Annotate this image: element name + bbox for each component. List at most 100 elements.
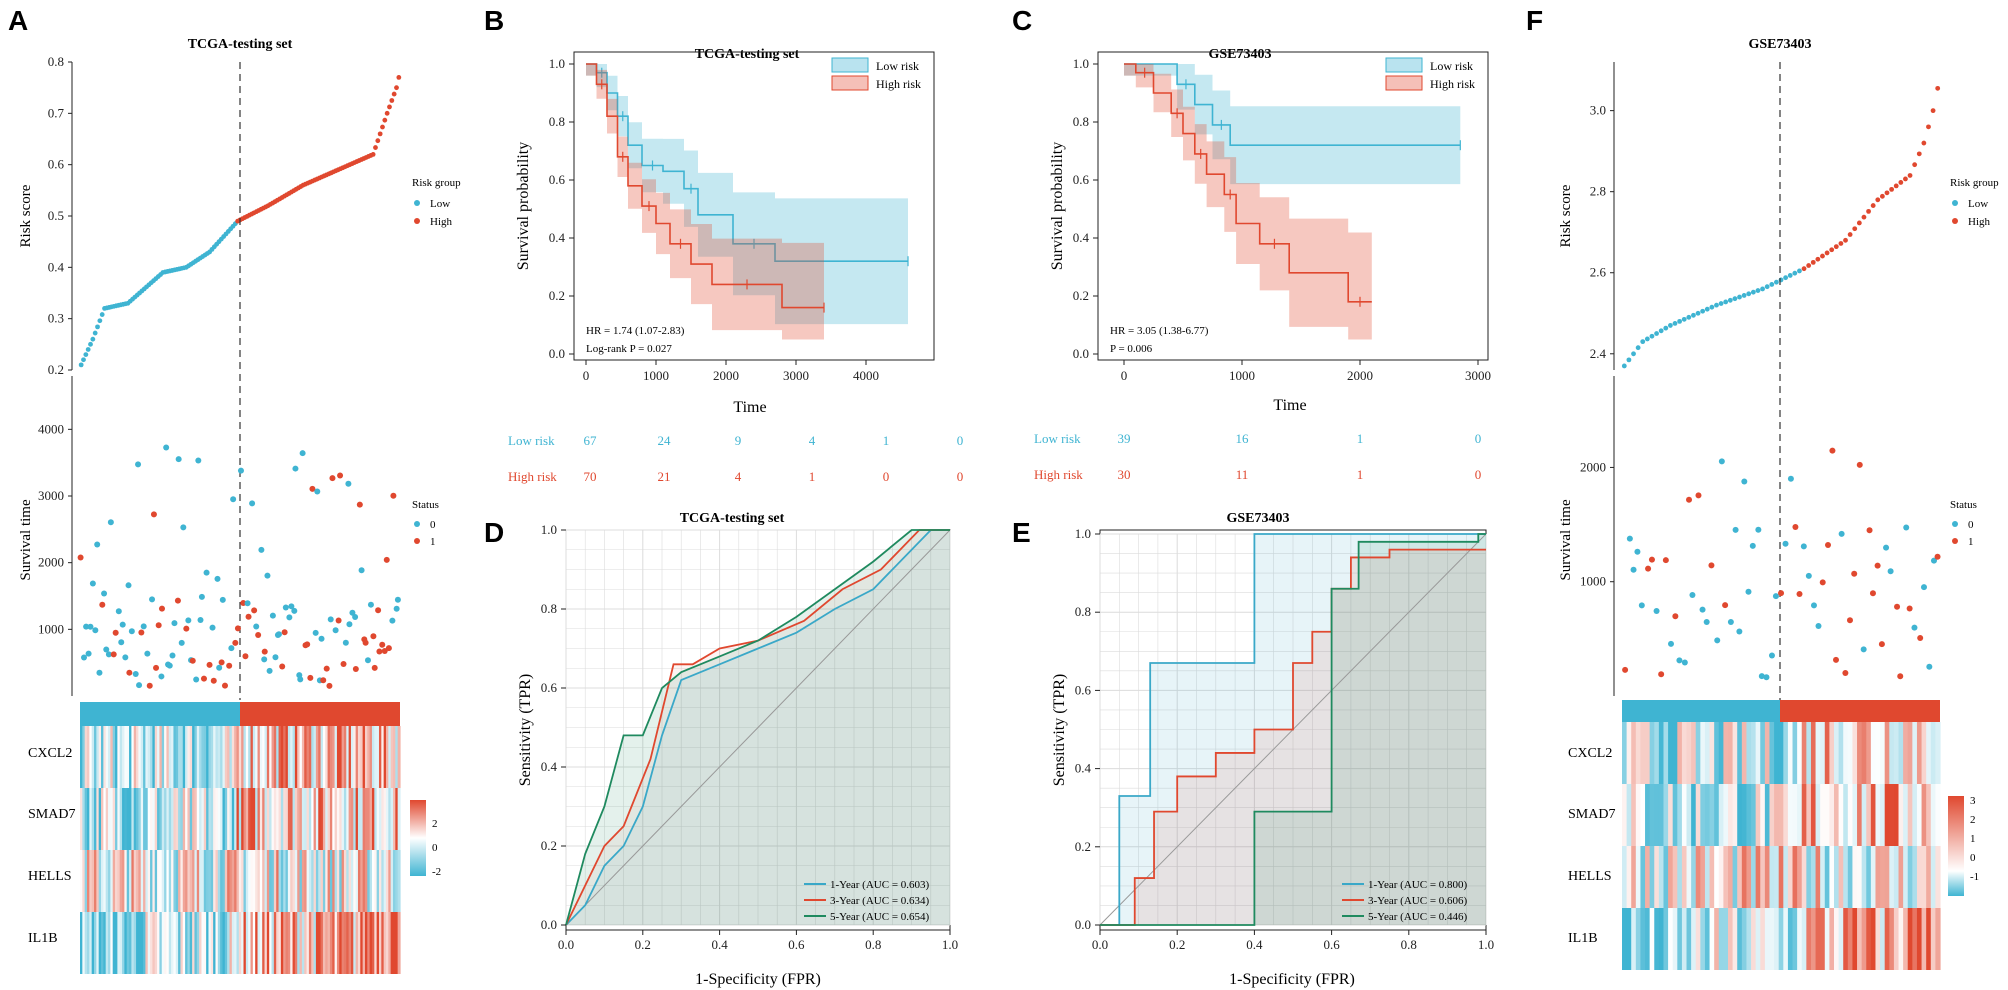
c-risk-table-value: 11 <box>1236 467 1249 482</box>
f-heat-cell <box>1824 846 1830 908</box>
f-heat-cell <box>1635 908 1642 970</box>
a-surv-point <box>251 607 258 614</box>
panel-f-score-ylabel: Risk score <box>1558 184 1574 247</box>
f-heat-cell <box>1723 846 1729 908</box>
a-heat-cell <box>234 788 238 850</box>
a-heat-cell <box>273 788 277 850</box>
f-surv-point <box>1934 553 1941 560</box>
a-surv-point <box>193 676 200 683</box>
f-heat-cell <box>1751 846 1757 908</box>
e-xtick-label: 1.0 <box>1478 937 1494 952</box>
a-surv-point <box>307 674 314 681</box>
a-heat-cell <box>250 912 254 974</box>
b-risk-table-value: 1 <box>883 433 890 448</box>
d-ytick-label: 0.4 <box>541 759 558 774</box>
f-score-point <box>1806 263 1812 268</box>
a-heat-cell <box>199 726 203 788</box>
a-heat-cell <box>168 850 172 912</box>
a-heat-cell <box>290 912 294 974</box>
a-heat-cell <box>82 912 86 974</box>
a-heat-cell <box>133 912 137 974</box>
f-heat-cell <box>1778 784 1784 846</box>
a-heat-cell <box>224 788 228 850</box>
a-surv-point <box>318 635 325 642</box>
f-surv-point <box>1782 540 1789 547</box>
a-heat-cell <box>306 726 310 788</box>
panel-c-risk-table-row-low: Low risk <box>1034 431 1081 446</box>
f-score-point <box>1875 197 1881 203</box>
a-heat-cell <box>390 912 394 974</box>
panel-label-d: D <box>484 517 504 548</box>
a-heat-cell <box>292 850 296 912</box>
a-heat-cell <box>264 850 268 912</box>
a-score-point <box>85 347 91 352</box>
f-heat-cell <box>1691 722 1697 784</box>
a-heat-cell <box>264 912 268 974</box>
panel-d-legend-1yr: 1-Year (AUC = 0.603) <box>830 879 930 891</box>
a-heat-cell <box>390 788 394 850</box>
f-heat-cell <box>1668 722 1674 784</box>
a-heat-cell <box>322 788 326 850</box>
a-heat-cell <box>157 912 161 974</box>
a-heat-cell <box>136 788 139 850</box>
a-surv-point <box>326 682 333 689</box>
a-heat-cell <box>150 912 154 974</box>
a-surv-point <box>118 639 125 646</box>
c-km-line-high <box>1124 63 1372 303</box>
panel-f-gene-label: CXCL2 <box>1568 746 1612 761</box>
f-score-point <box>1926 124 1931 130</box>
f-heat-cell <box>1755 908 1761 970</box>
f-heat-cell <box>1751 784 1757 846</box>
f-heat-cell <box>1769 784 1775 846</box>
a-surv-point <box>92 627 99 634</box>
panel-a-legend-high: High <box>430 216 453 228</box>
a-surv-point <box>136 682 143 689</box>
a-heat-cell <box>96 912 100 974</box>
a-surv-point <box>101 590 108 597</box>
f-score-point <box>1810 259 1816 265</box>
a-heat-cell <box>264 788 268 850</box>
f-heat-cell <box>1631 846 1637 908</box>
b-ytick-label: 0.4 <box>549 230 566 245</box>
a-surv-point <box>323 665 330 672</box>
f-heat-cell <box>1838 908 1844 970</box>
f-heat-cell <box>1797 846 1803 908</box>
a-score-point <box>90 336 96 342</box>
f-surv-point <box>1758 673 1765 680</box>
a-heat-cell <box>94 788 97 850</box>
a-heat-cell <box>318 912 322 974</box>
f-heat-cell <box>1677 908 1683 970</box>
a-heat-cell <box>213 726 217 788</box>
a-score-point <box>391 91 397 97</box>
a-heat-cell <box>105 788 109 850</box>
f-surv-point <box>1800 543 1807 550</box>
a-heat-cell <box>122 912 125 974</box>
panel-c-km-curve: GSE73403 0.00.20.40.60.81.00 1000 2000 3000… <box>1034 47 1491 482</box>
a-surv-point <box>125 582 132 589</box>
f-surv-point <box>1732 526 1739 533</box>
a-score-point <box>375 138 381 144</box>
a-heat-cell <box>308 912 312 974</box>
panel-f-legend-low-dot <box>1952 200 1958 206</box>
a-heat-cell <box>166 726 170 788</box>
a-heat-cell <box>339 850 343 912</box>
a-heat-cell <box>294 726 298 788</box>
panel-f-legend-status0-dot <box>1952 521 1958 527</box>
a-heat-cell <box>203 912 207 974</box>
f-heat-cell <box>1663 722 1669 784</box>
a-surv-point <box>174 597 181 604</box>
a-heat-cell <box>322 726 326 788</box>
panel-c-legend-low: Low risk <box>1430 59 1473 73</box>
f-heat-cell <box>1635 846 1642 908</box>
f-score-point <box>1856 220 1862 226</box>
panel-a-surv-ylabel: Survival time <box>18 499 34 581</box>
a-heat-cell <box>101 912 104 974</box>
a-heat-cell <box>110 726 114 788</box>
a-heat-cell <box>364 850 368 912</box>
a-heat-cell <box>112 726 116 788</box>
a-heat-cell <box>203 726 207 788</box>
a-heat-cell <box>87 912 90 974</box>
f-heat-cell <box>1889 784 1895 846</box>
panel-a-title: TCGA-testing set <box>188 37 293 52</box>
a-surv-point <box>340 661 347 668</box>
